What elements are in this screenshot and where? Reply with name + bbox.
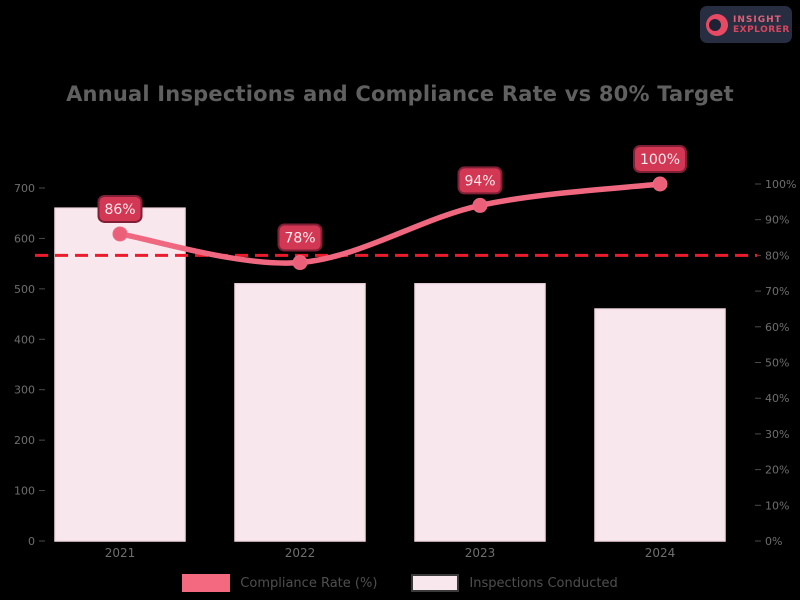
logo-line1: INSIGHT bbox=[733, 14, 782, 25]
legend-swatch-line-series bbox=[182, 574, 231, 592]
left-axis-tick-label: 200 bbox=[14, 434, 35, 447]
data-label-text: 86% bbox=[104, 202, 135, 218]
left-axis-tick-label: 700 bbox=[14, 182, 35, 195]
bar-2024 bbox=[594, 308, 726, 542]
left-axis-tick-label: 300 bbox=[14, 384, 35, 397]
right-axis-tick-label: 60% bbox=[765, 321, 789, 334]
data-point-marker bbox=[292, 255, 308, 271]
chart-legend: Compliance Rate (%) Inspections Conducte… bbox=[0, 574, 800, 592]
bar-2021 bbox=[54, 207, 186, 542]
data-label-text: 100% bbox=[640, 152, 680, 168]
x-axis-label: 2024 bbox=[645, 546, 676, 560]
logo-circle-icon bbox=[706, 13, 728, 36]
left-axis-tick-label: 100 bbox=[14, 485, 35, 498]
left-axis-tick-label: 0 bbox=[28, 535, 35, 548]
legend-label-line-series: Compliance Rate (%) bbox=[240, 575, 378, 591]
data-point-marker bbox=[652, 176, 668, 192]
left-axis-tick-label: 500 bbox=[14, 283, 35, 296]
left-axis-tick-label: 400 bbox=[14, 333, 35, 346]
right-axis-tick-label: 40% bbox=[765, 392, 789, 405]
right-axis-tick-label: 30% bbox=[765, 428, 789, 441]
right-axis-tick-label: 90% bbox=[765, 214, 789, 227]
left-axis-tick-label: 600 bbox=[14, 232, 35, 245]
right-axis-tick-label: 100% bbox=[765, 178, 796, 191]
data-label-text: 78% bbox=[284, 231, 315, 247]
x-axis-label: 2023 bbox=[465, 546, 496, 560]
data-label-text: 94% bbox=[464, 173, 495, 189]
legend-label-bar-series: Inspections Conducted bbox=[469, 575, 618, 591]
right-axis-tick-label: 20% bbox=[765, 464, 789, 477]
right-axis-tick-label: 50% bbox=[765, 357, 789, 370]
logo-wordmark: INSIGHT EXPLORER bbox=[733, 15, 790, 35]
data-label-box bbox=[97, 194, 143, 223]
x-axis-label: 2022 bbox=[285, 546, 316, 560]
trend-line bbox=[117, 181, 663, 266]
legend-swatch-bar-series bbox=[411, 574, 460, 592]
x-axis-label: 2021 bbox=[105, 546, 136, 560]
data-point-marker bbox=[112, 226, 128, 242]
right-axis-tick-label: 80% bbox=[765, 249, 789, 262]
data-label-box bbox=[277, 223, 323, 252]
chart-title: Annual Inspections and Compliance Rate v… bbox=[66, 82, 734, 106]
bar-2023 bbox=[414, 283, 546, 542]
logo-line2: EXPLORER bbox=[733, 24, 790, 35]
brand-logo: INSIGHT EXPLORER bbox=[700, 6, 792, 43]
data-point-marker bbox=[472, 197, 488, 213]
right-axis-tick-label: 10% bbox=[765, 499, 789, 512]
right-axis-tick-label: 70% bbox=[765, 285, 789, 298]
data-label-box bbox=[633, 145, 687, 173]
data-label-box bbox=[457, 166, 503, 195]
bar-2022 bbox=[234, 283, 366, 542]
right-axis-tick-label: 0% bbox=[765, 535, 782, 548]
